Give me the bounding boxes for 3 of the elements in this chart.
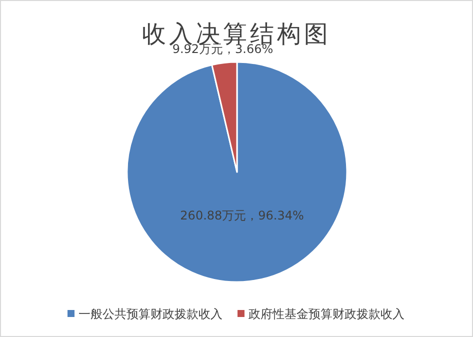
legend-label: 一般公共预算财政拨款收入 (78, 307, 222, 321)
data-label: 260.88万元，96.34% (180, 208, 304, 223)
legend-label: 政府性基金预算财政拨款收入 (248, 307, 404, 321)
